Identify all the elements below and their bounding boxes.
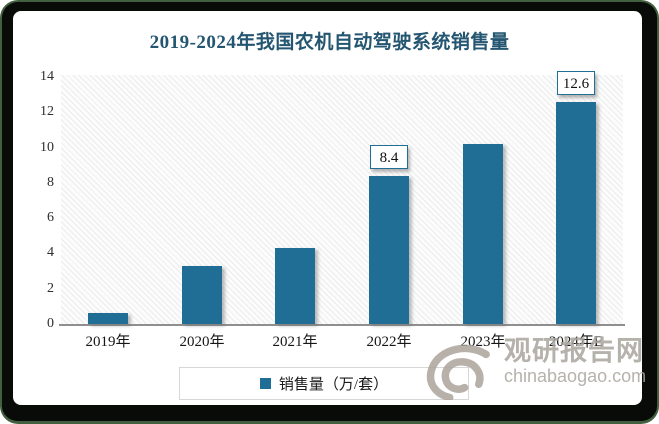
y-tick-label: 4 (47, 245, 54, 260)
bar-2022年 (369, 176, 409, 324)
bar-2023年 (463, 144, 503, 324)
y-tick-label: 0 (47, 316, 54, 331)
legend-swatch-icon (259, 378, 271, 389)
data-label-2024年E: 12.6 (557, 71, 595, 95)
watermark-domain: chinabaogao.com (504, 366, 647, 386)
plot-area (61, 75, 623, 324)
bar-2019年 (88, 313, 128, 324)
x-tick-label: 2023年 (460, 334, 506, 350)
y-tick-label: 6 (47, 210, 54, 225)
x-tick-label: 2021年 (272, 334, 318, 350)
legend: 销售量（万/套） (179, 367, 469, 400)
bar-2020年 (182, 266, 222, 324)
data-label-2022年: 8.4 (370, 145, 408, 169)
y-tick-label: 10 (40, 140, 54, 155)
legend-label: 销售量（万/套） (278, 377, 389, 393)
x-tick-label: 2022年 (366, 334, 412, 350)
y-tick-label: 8 (47, 175, 54, 190)
y-tick-label: 14 (40, 69, 54, 84)
chart-title: 2019-2024年我国农机自动驾驶系统销售量 (149, 32, 510, 53)
x-axis-line (59, 324, 625, 326)
bar-2024年E (556, 102, 596, 324)
y-tick-label: 12 (40, 104, 54, 119)
y-tick-label: 2 (47, 281, 54, 296)
bar-2021年 (275, 248, 315, 324)
x-tick-label: 2020年 (179, 334, 225, 350)
x-tick-label: 2024年E (548, 334, 604, 350)
x-tick-label: 2019年 (85, 334, 131, 350)
